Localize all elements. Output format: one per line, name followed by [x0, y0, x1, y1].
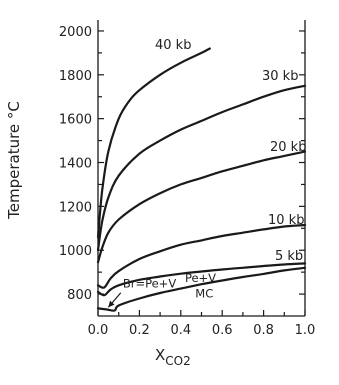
y-tick-label: 1200 [59, 200, 92, 215]
x-tick-label: 1.0 [295, 323, 316, 338]
annotation-pe-v: Pe+V [185, 271, 216, 285]
annotation-br-pe-v: Br=Pe+V [123, 276, 176, 290]
y-tick-label: 800 [67, 288, 92, 303]
reaction-arrow-head [108, 300, 115, 308]
x-tick-label: 0.0 [88, 323, 109, 338]
y-tick-label: 2000 [59, 25, 92, 40]
curve-5-kb [96, 262, 307, 297]
x-axis-label-subscript: CO2 [165, 354, 190, 368]
curve-mc [96, 266, 307, 312]
curve-label-30-kb: 30 kb [262, 69, 298, 84]
curve-10-kb [96, 223, 307, 289]
curve-label-20-kb: 20 kb [270, 140, 306, 155]
curve-20-kb [96, 150, 307, 264]
x-tick-label: 0.4 [170, 323, 191, 338]
y-tick-label: 1800 [59, 69, 92, 84]
curve-label-10-kb: 10 kb [268, 213, 304, 228]
x-tick-label: 0.6 [212, 323, 233, 338]
curve-label-40-kb: 40 kb [155, 38, 191, 53]
annotation-mc: MC [195, 286, 213, 300]
curve-30-kb [96, 84, 307, 252]
y-tick-label: 1400 [59, 157, 92, 172]
curve-40-kb [96, 47, 211, 239]
x-axis-label-main: X [155, 346, 165, 364]
axis-ticks: 800 1000 1200 1400 1600 1800 2000 0.0 0.2 0.4 0.6 0… [59, 25, 315, 338]
y-tick-label: 1600 [59, 113, 92, 128]
curves [96, 47, 307, 312]
y-axis-label: Temperature °C [5, 101, 23, 220]
y-tick-label: 1000 [59, 244, 92, 259]
labels: 40 kb 30 kb 20 kb 10 kb 5 kb Br=Pe+V Pe+VMC [107, 38, 306, 308]
x-axis-label: XCO2 [155, 346, 191, 368]
x-tick-label: 0.2 [129, 323, 150, 338]
x-tick-label: 0.8 [253, 323, 274, 338]
curve-label-5-kb: 5 kb [275, 249, 303, 264]
